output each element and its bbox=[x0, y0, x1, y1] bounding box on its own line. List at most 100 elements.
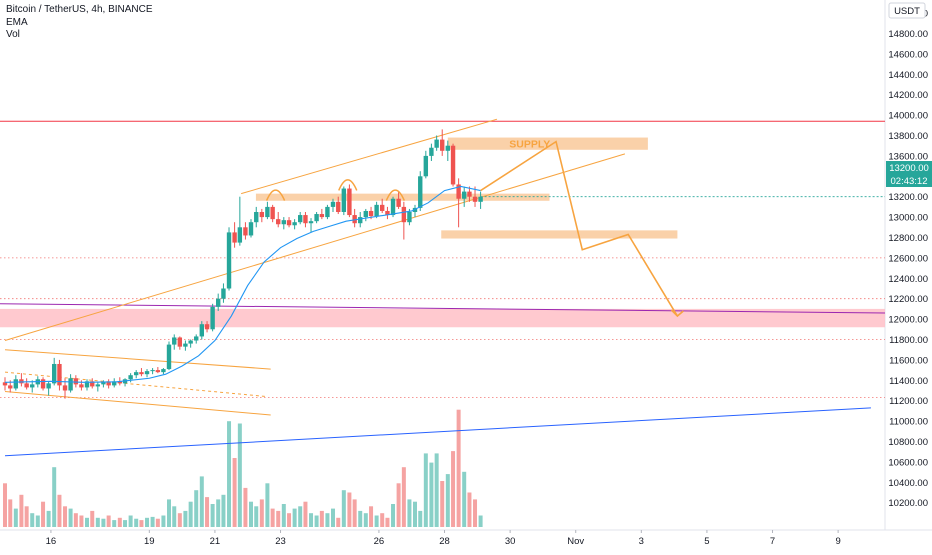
volume-bar bbox=[237, 423, 242, 527]
candle-body bbox=[407, 212, 412, 223]
volume-bar bbox=[478, 515, 483, 527]
candle-body bbox=[183, 343, 188, 347]
candle-body bbox=[265, 206, 270, 218]
candle-body bbox=[134, 372, 139, 376]
volume-bar bbox=[134, 518, 139, 527]
candle-body bbox=[144, 371, 150, 375]
candle-body bbox=[68, 378, 73, 391]
volume-bar bbox=[401, 467, 406, 527]
candle-body bbox=[347, 188, 352, 216]
y-tick-label: 10600.00 bbox=[888, 457, 928, 468]
volume-bar bbox=[309, 513, 314, 527]
y-tick-label: 11600.00 bbox=[889, 355, 928, 366]
volume-bar bbox=[473, 499, 478, 527]
candle-body bbox=[396, 198, 401, 207]
volume-bar bbox=[145, 517, 150, 527]
candle-body bbox=[73, 378, 79, 385]
candles bbox=[2, 129, 483, 399]
volume-bar bbox=[221, 494, 226, 527]
candle-body bbox=[232, 232, 237, 243]
volume-bar bbox=[243, 487, 248, 527]
y-tick-label: 12400.00 bbox=[888, 274, 928, 285]
candle-body bbox=[95, 384, 101, 387]
grid bbox=[0, 0, 932, 531]
last-price-tag: 13200.00 bbox=[889, 163, 929, 174]
candle-body bbox=[363, 210, 368, 218]
x-tick-label: 30 bbox=[505, 536, 516, 547]
candle-body bbox=[472, 196, 478, 202]
candle-body bbox=[90, 381, 95, 387]
y-tick-label: 11400.00 bbox=[889, 376, 928, 387]
candle-body bbox=[8, 385, 13, 389]
x-tick-label: 9 bbox=[835, 536, 840, 547]
vol-legend[interactable]: Vol bbox=[6, 29, 20, 40]
y-tick-label: 11800.00 bbox=[889, 335, 928, 346]
supply-label: SUPPLY bbox=[509, 139, 550, 151]
demand-zone bbox=[0, 308, 885, 328]
volume-bar bbox=[369, 506, 374, 527]
legend: Bitcoin / TetherUS, 4h, BINANCE EMA Vol bbox=[6, 4, 153, 42]
volume-bar bbox=[123, 520, 128, 527]
candle-body bbox=[385, 210, 390, 216]
volume-bar bbox=[68, 508, 73, 527]
annotations: SUPPLY bbox=[265, 139, 684, 318]
volume-bar bbox=[298, 506, 303, 527]
supply-zone bbox=[447, 137, 648, 150]
volume-bar bbox=[216, 499, 221, 527]
volume-bar bbox=[270, 508, 275, 527]
support-zone bbox=[441, 230, 678, 239]
candle-body bbox=[139, 372, 144, 375]
volume-bar bbox=[3, 483, 7, 527]
volume-bar bbox=[259, 499, 264, 527]
candle-body bbox=[445, 145, 450, 151]
projection-path bbox=[480, 140, 679, 317]
volume-bar bbox=[287, 513, 292, 527]
volume-bar bbox=[172, 506, 177, 527]
y-tick-label: 10400.00 bbox=[888, 478, 928, 489]
candle-body bbox=[423, 155, 429, 177]
volume-bar bbox=[413, 501, 417, 527]
channel-top-line bbox=[241, 118, 498, 195]
candle-body bbox=[358, 217, 363, 224]
volume-bar bbox=[188, 501, 193, 527]
falling-channel-mid bbox=[4, 371, 268, 398]
volume-bar bbox=[292, 508, 297, 527]
volume-bar bbox=[85, 517, 89, 527]
shoulder-arc bbox=[265, 189, 286, 201]
volume-bar bbox=[13, 508, 18, 527]
candle-body bbox=[374, 204, 379, 217]
volume-bar bbox=[8, 499, 13, 527]
volume-bar bbox=[205, 497, 210, 527]
volume-bar bbox=[358, 510, 363, 527]
y-tick-label: 14200.00 bbox=[888, 90, 928, 101]
volume-bar bbox=[445, 474, 450, 527]
volume-bar bbox=[63, 506, 68, 527]
x-axis[interactable]: 16 19 21 23 26 28 30 Nov 3 5 7 9 bbox=[46, 530, 841, 547]
currency-button-bg[interactable] bbox=[888, 2, 926, 19]
candle-body bbox=[478, 196, 483, 202]
candle-body bbox=[440, 139, 445, 151]
volume-bar bbox=[276, 510, 281, 527]
symbol-title[interactable]: Bitcoin / TetherUS, 4h, BINANCE bbox=[6, 4, 153, 15]
x-tick-label: 28 bbox=[439, 536, 450, 547]
candle-body bbox=[199, 324, 204, 337]
candle-body bbox=[254, 212, 259, 223]
volume-bar bbox=[391, 504, 396, 527]
y-tick-label: 14000.00 bbox=[888, 111, 928, 122]
volume-bar bbox=[128, 515, 133, 527]
candle-body bbox=[177, 337, 183, 347]
volume-bar bbox=[374, 515, 379, 527]
ema-legend[interactable]: EMA bbox=[6, 16, 28, 28]
volume-bar bbox=[167, 499, 171, 527]
volume-bar bbox=[347, 492, 352, 527]
candle-body bbox=[62, 385, 68, 391]
candle-body bbox=[204, 324, 210, 330]
volume-bar bbox=[177, 513, 182, 527]
volume-bar bbox=[227, 421, 232, 527]
y-tick-label: 12600.00 bbox=[888, 253, 928, 264]
currency-button[interactable]: USDT bbox=[894, 6, 920, 17]
y-tick-label: 14800.00 bbox=[888, 29, 928, 40]
volume-bar bbox=[462, 471, 467, 527]
